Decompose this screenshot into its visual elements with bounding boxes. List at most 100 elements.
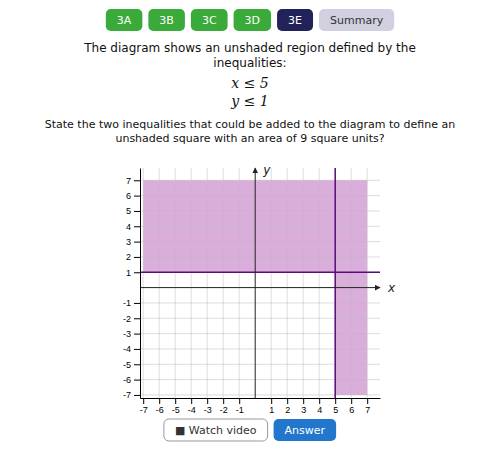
tick-mark <box>335 398 336 404</box>
tick: -7 <box>123 390 140 400</box>
tab-label[interactable]: Summary <box>330 14 384 27</box>
tab-label[interactable]: 3A <box>117 14 132 27</box>
tab-box[interactable] <box>148 9 185 31</box>
tick-label: -3 <box>123 329 131 339</box>
y-axis: -7-6-5-4-3-2-11234567 <box>123 169 141 401</box>
tick-label: -1 <box>123 298 131 308</box>
tick-label: -2 <box>123 314 131 324</box>
coordinate-axis <box>140 287 380 288</box>
inequality: x ≤ 5 <box>231 75 269 91</box>
tick: 6 <box>126 191 140 201</box>
button[interactable]: ■ Watch video <box>164 419 268 441</box>
tick-label: 5 <box>333 405 338 415</box>
tick-mark <box>271 398 272 404</box>
tick-label: 2 <box>126 252 131 262</box>
tick-mark <box>134 334 140 335</box>
tick-mark <box>134 211 140 212</box>
tab[interactable]: 3B <box>148 9 185 31</box>
tab-label[interactable]: 3C <box>202 14 217 27</box>
grid-line <box>159 168 160 398</box>
title-line: The diagram shows an unshaded region def… <box>83 41 416 55</box>
tick-mark <box>134 180 140 181</box>
tick: -4 <box>123 344 140 354</box>
y-axis-label: y <box>262 163 271 177</box>
tick-label: 6 <box>126 191 131 201</box>
tick: 3 <box>126 237 140 247</box>
axis-line <box>141 398 381 399</box>
tick-mark <box>175 398 176 404</box>
tick-label: -1 <box>236 405 244 415</box>
tick-mark <box>287 398 288 404</box>
tab-label[interactable]: 3D <box>245 14 260 27</box>
tick-mark <box>159 398 160 404</box>
inequality: y ≤ 1 <box>230 93 268 109</box>
tab-box[interactable] <box>191 9 228 31</box>
grid-line <box>271 168 272 398</box>
tick-mark <box>134 242 140 243</box>
tick-label: 7 <box>126 176 131 186</box>
title: The diagram shows an unshaded region def… <box>83 41 416 70</box>
axis-line <box>140 169 141 399</box>
tick: -6 <box>156 398 164 415</box>
grid-line <box>140 379 380 380</box>
grid-line <box>287 168 288 398</box>
title-line: inequalities: <box>213 56 286 70</box>
tick: -6 <box>123 375 140 385</box>
tab[interactable]: Summary <box>319 9 394 31</box>
button[interactable]: Answer <box>274 419 337 441</box>
button-label[interactable]: ■ Watch video <box>175 424 257 437</box>
button-box[interactable] <box>164 419 268 441</box>
tab[interactable]: 3C <box>191 9 228 31</box>
tick-mark <box>134 395 140 396</box>
tick-label: -6 <box>123 375 131 385</box>
tick-mark <box>134 318 140 319</box>
tick-label: -6 <box>156 405 164 415</box>
tab-label[interactable]: 3B <box>159 14 174 27</box>
grid-line <box>140 318 380 319</box>
tick-mark <box>134 303 140 304</box>
grid-line <box>140 210 380 211</box>
x-axis-label: x <box>387 281 396 295</box>
tick-label: 5 <box>126 206 131 216</box>
tab-box[interactable] <box>234 9 271 31</box>
tick-mark <box>319 398 320 404</box>
grid-line <box>223 168 224 398</box>
grid-line <box>140 394 380 395</box>
boundary-line <box>334 168 336 398</box>
boundary-line <box>140 272 380 274</box>
tick-mark <box>239 398 240 404</box>
grid-line <box>239 168 240 398</box>
button-box[interactable] <box>274 419 337 441</box>
tick: -3 <box>204 398 212 415</box>
tab[interactable]: 3D <box>234 9 271 31</box>
subtitle-line: unshaded square with an area of 9 square… <box>115 132 384 145</box>
tick-label: 1 <box>269 405 274 415</box>
tab-box[interactable] <box>319 9 394 31</box>
tick-mark <box>134 226 140 227</box>
tab[interactable]: 3A <box>106 9 143 31</box>
tick: 6 <box>349 398 354 415</box>
grid-line <box>140 195 380 196</box>
tick: -1 <box>123 298 140 308</box>
tick-label: -7 <box>140 405 148 415</box>
tick-label: -7 <box>123 390 131 400</box>
grid-line <box>207 168 208 398</box>
tab-box[interactable] <box>277 9 313 31</box>
tick-label: -5 <box>123 360 131 370</box>
tab[interactable]: 3E <box>277 9 313 31</box>
grid-line <box>303 168 304 398</box>
tick-mark <box>134 196 140 197</box>
tick: 1 <box>269 398 274 415</box>
grid-line <box>140 180 380 181</box>
tick-label: 1 <box>126 268 131 278</box>
tab-box[interactable] <box>106 9 143 31</box>
tab-label[interactable]: 3E <box>288 14 302 27</box>
button-label[interactable]: Answer <box>285 424 326 437</box>
x-axis: -7-6-5-4-3-2-11234567 <box>140 398 381 415</box>
grid-line <box>140 272 380 273</box>
tick: 5 <box>333 398 338 415</box>
grid-line <box>351 168 352 398</box>
tick: 2 <box>126 252 140 262</box>
tick-mark <box>303 398 304 404</box>
grid-line <box>140 348 380 349</box>
